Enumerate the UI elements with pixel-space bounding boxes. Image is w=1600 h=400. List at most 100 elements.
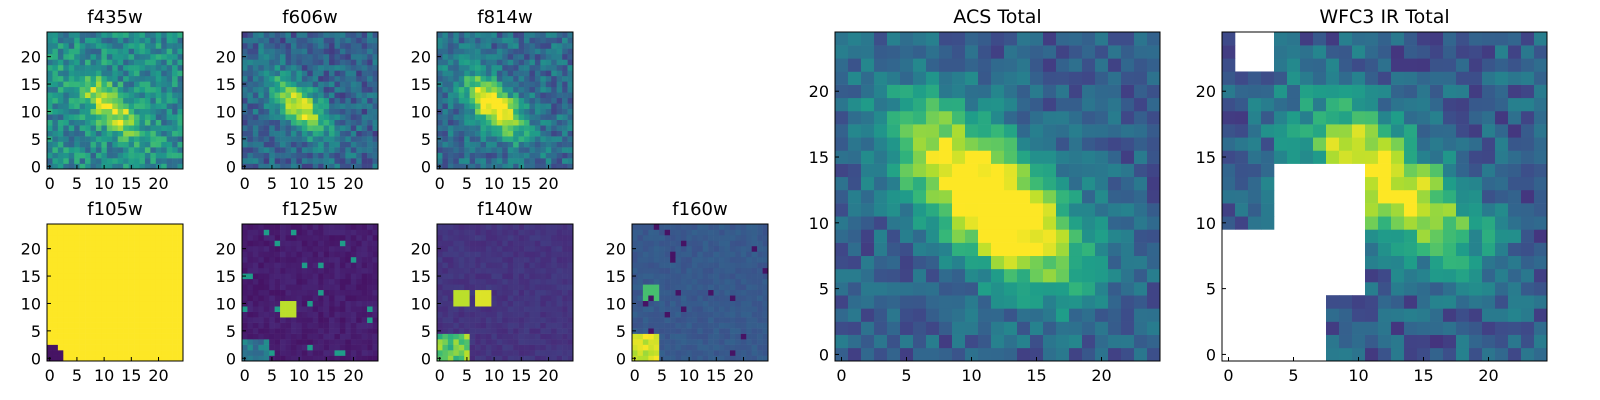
heatmap-cell — [128, 152, 135, 159]
heatmap-cell — [848, 216, 862, 230]
heatmap-cell — [307, 59, 314, 66]
heatmap-cell — [496, 37, 503, 44]
heatmap-cell — [307, 125, 314, 131]
heatmap-cell — [507, 322, 514, 329]
heatmap-cell — [280, 158, 286, 164]
heatmap-cell — [524, 53, 530, 60]
heatmap-cell — [540, 234, 547, 241]
panel-title: f814w — [477, 7, 532, 28]
heatmap-cell — [491, 81, 498, 88]
heatmap-cell — [453, 311, 460, 318]
heatmap-cell — [161, 339, 167, 345]
heatmap-cell — [150, 75, 157, 82]
heatmap-cell — [280, 262, 286, 269]
heatmap-cell — [177, 130, 184, 137]
heatmap-cell — [507, 119, 514, 126]
heatmap-cell — [556, 311, 563, 318]
heatmap-cell — [534, 70, 541, 77]
heatmap-cell — [496, 289, 503, 296]
heatmap-cell — [653, 224, 660, 230]
heatmap-cell — [177, 97, 184, 104]
heatmap-cell — [296, 229, 303, 236]
heatmap-cell — [458, 59, 465, 66]
heatmap-cell — [345, 224, 352, 230]
heatmap-cell — [242, 119, 248, 126]
heatmap-cell — [285, 97, 292, 104]
heatmap-cell — [874, 295, 888, 309]
heatmap-cell — [529, 289, 536, 296]
heatmap-cell — [57, 147, 64, 153]
heatmap-cell — [670, 229, 676, 236]
heatmap-cell — [757, 251, 763, 258]
heatmap-cell — [496, 234, 503, 241]
heatmap-cell — [762, 322, 769, 329]
heatmap-cell — [63, 75, 70, 82]
heatmap-cell — [290, 97, 297, 104]
heatmap-cell — [562, 59, 568, 66]
heatmap-cell — [513, 317, 519, 323]
heatmap-cell — [1069, 295, 1083, 309]
x-tick-label: 15 — [511, 366, 531, 385]
heatmap-cell — [697, 267, 704, 274]
heatmap-cell — [307, 344, 314, 351]
heatmap-cell — [296, 234, 303, 241]
y-tick-label: 20 — [411, 240, 431, 259]
heatmap-cell — [691, 284, 698, 291]
heatmap-cell — [567, 311, 574, 318]
heatmap-cell — [285, 152, 292, 159]
heatmap-cell — [334, 300, 341, 307]
heatmap-cell — [1017, 255, 1031, 270]
heatmap-cell — [128, 229, 135, 236]
heatmap-cell — [939, 163, 953, 178]
heatmap-cell — [757, 273, 763, 280]
heatmap-cell — [361, 32, 368, 38]
heatmap-cell — [567, 339, 574, 345]
heatmap-cell — [106, 311, 113, 318]
heatmap-cell — [242, 75, 248, 82]
heatmap-cell — [480, 322, 487, 329]
heatmap-cell — [117, 224, 124, 230]
heatmap-cell — [475, 141, 481, 148]
heatmap-cell — [57, 317, 64, 323]
heatmap-cell — [134, 300, 140, 307]
heatmap-cell — [442, 64, 449, 71]
heatmap-cell — [139, 70, 146, 77]
heatmap-cell — [442, 278, 449, 285]
heatmap-cell — [263, 136, 270, 142]
heatmap-cell — [356, 251, 362, 258]
heatmap-cell — [323, 251, 330, 258]
heatmap-cell — [491, 97, 498, 104]
heatmap-cell — [529, 295, 536, 302]
heatmap-cell — [453, 262, 460, 269]
heatmap-cell — [469, 119, 476, 126]
heatmap-cell — [128, 339, 135, 345]
heatmap-cell — [134, 75, 140, 82]
heatmap-cell — [659, 224, 665, 230]
heatmap-cell — [90, 136, 97, 142]
heatmap-cell — [307, 295, 314, 302]
heatmap-cell — [134, 284, 140, 291]
heatmap-cell — [85, 32, 91, 38]
heatmap-cell — [1017, 124, 1031, 138]
heatmap-cell — [507, 229, 514, 236]
heatmap-cell — [85, 317, 91, 323]
heatmap-cell — [85, 97, 91, 104]
heatmap-cell — [301, 300, 308, 307]
heatmap-cell — [274, 224, 281, 230]
heatmap-cell — [447, 59, 454, 66]
heatmap-cell — [285, 75, 292, 82]
heatmap-cell — [128, 240, 135, 247]
heatmap-cell — [675, 289, 682, 296]
heatmap-cell — [263, 311, 270, 318]
heatmap-cell — [361, 273, 368, 280]
heatmap-cell — [740, 273, 747, 280]
heatmap-cell — [106, 42, 113, 49]
heatmap-cell — [301, 70, 308, 77]
heatmap-cell — [85, 48, 91, 55]
heatmap-cell — [334, 86, 341, 93]
heatmap-cell — [724, 256, 731, 263]
heatmap-cell — [139, 119, 146, 126]
heatmap-cell — [90, 322, 97, 329]
heatmap-cell — [247, 32, 254, 38]
heatmap-cell — [339, 70, 346, 77]
